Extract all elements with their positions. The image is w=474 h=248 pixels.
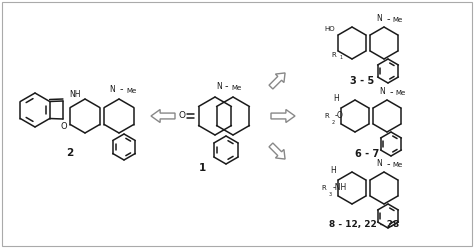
Polygon shape xyxy=(271,110,295,123)
Text: H: H xyxy=(333,94,339,103)
Text: -NH: -NH xyxy=(333,184,347,192)
Text: HO: HO xyxy=(325,26,335,32)
Text: R: R xyxy=(321,185,326,191)
Text: O: O xyxy=(61,122,67,131)
Text: -: - xyxy=(386,14,390,24)
Text: H: H xyxy=(330,166,336,175)
Text: -: - xyxy=(386,159,390,169)
Text: R: R xyxy=(331,52,336,58)
Text: 3: 3 xyxy=(329,192,332,197)
Text: N: N xyxy=(109,85,115,94)
Text: 6 - 7: 6 - 7 xyxy=(355,149,379,159)
Text: -: - xyxy=(389,87,393,97)
Text: Me: Me xyxy=(231,85,241,91)
Text: N: N xyxy=(216,82,222,91)
Text: 2: 2 xyxy=(66,148,73,158)
Polygon shape xyxy=(151,110,175,123)
Text: N: N xyxy=(376,14,382,23)
Text: Me: Me xyxy=(126,88,136,94)
Polygon shape xyxy=(269,73,285,89)
Text: Me: Me xyxy=(395,90,405,96)
Text: 8 - 12, 22 - 28: 8 - 12, 22 - 28 xyxy=(329,219,399,228)
Text: Me: Me xyxy=(392,17,402,23)
Text: 2: 2 xyxy=(332,120,335,125)
Text: 3 - 5: 3 - 5 xyxy=(350,76,374,86)
Text: -: - xyxy=(119,84,123,94)
Text: O: O xyxy=(179,112,185,121)
Text: NH: NH xyxy=(69,90,81,99)
Text: R: R xyxy=(324,113,329,119)
Polygon shape xyxy=(269,143,285,159)
Text: -O: -O xyxy=(335,112,344,121)
Text: Me: Me xyxy=(392,162,402,168)
Text: N: N xyxy=(379,87,385,96)
Text: 1: 1 xyxy=(199,163,206,173)
Text: 1: 1 xyxy=(339,55,342,60)
Text: -: - xyxy=(224,81,228,91)
Text: N: N xyxy=(376,159,382,168)
